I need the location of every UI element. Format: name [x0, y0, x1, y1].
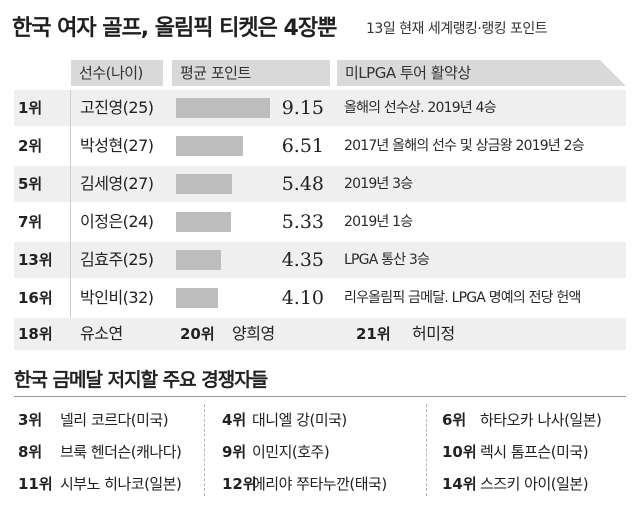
points-bar [176, 250, 221, 270]
row-shade [14, 90, 626, 126]
header-corner-cut [600, 60, 626, 86]
points-bar [176, 98, 270, 118]
column-divider-2 [426, 404, 427, 496]
title-bar: 한국 여자 골프, 올림픽 티켓은 4장뿐 13일 현재 세계랭킹·랭킹 포인트 [0, 0, 640, 56]
competitor-name: 에리야 쭈타누깐(태국) [252, 475, 387, 493]
header-name-label: 선수(나이) [79, 64, 143, 82]
competitor-name: 브룩 헨더슨(캐나다) [60, 443, 182, 461]
competitor-rank: 10위 [442, 443, 477, 461]
competitors-divider [14, 396, 626, 397]
competitor-name: 하타오카 나사(일본) [480, 411, 602, 429]
player-record: 올해의 선수상. 2019년 4승 [344, 100, 497, 116]
player-name: 이정은(24) [80, 212, 154, 231]
points-value: 6.51 [281, 135, 324, 157]
points-value: 4.35 [281, 249, 324, 271]
competitor-rank: 8위 [18, 443, 43, 461]
player-record: 2017년 올해의 선수 및 상금왕 2019년 2승 [344, 138, 585, 154]
extra-rank-1: 18위 [18, 325, 53, 343]
points-value: 9.15 [281, 97, 324, 119]
extra-name-2: 양희영 [232, 324, 275, 343]
competitor-rank: 14위 [442, 475, 477, 493]
player-record: 리우올림픽 금메달. LPGA 명예의 전당 헌액 [344, 290, 581, 306]
competitor-rank: 4위 [222, 411, 247, 429]
competitor-rank: 12위 [222, 475, 257, 493]
header-name: 선수(나이) [71, 60, 163, 86]
extra-rank-2: 20위 [180, 325, 215, 343]
extra-ranking-row [14, 318, 626, 350]
player-rank: 16위 [18, 289, 53, 307]
column-divider-1 [204, 404, 205, 496]
competitor-rank: 9위 [222, 443, 247, 461]
competitor-name: 렉시 톰프슨(미국) [480, 443, 589, 461]
player-record: 2019년 1승 [344, 214, 413, 230]
chart-title: 한국 여자 골프, 올림픽 티켓은 4장뿐 [12, 16, 337, 41]
competitor-rank: 6위 [442, 411, 467, 429]
header-record: 미LPGA 투어 활약상 [337, 60, 625, 86]
header-points: 평균 포인트 [172, 60, 330, 86]
points-value: 5.48 [281, 173, 324, 195]
extra-name-1: 유소연 [80, 324, 123, 343]
competitor-name: 대니엘 강(미국) [252, 411, 347, 429]
chart-subtitle: 13일 현재 세계랭킹·랭킹 포인트 [366, 21, 548, 37]
player-name: 김세영(27) [80, 174, 154, 193]
points-value: 5.33 [281, 211, 324, 233]
player-record: LPGA 통산 3승 [344, 252, 430, 268]
header-record-label: 미LPGA 투어 활약상 [345, 64, 471, 82]
competitors-title: 한국 금메달 저지할 주요 경쟁자들 [14, 369, 268, 391]
player-name: 김효주(25) [80, 250, 154, 269]
competitor-name: 넬리 코르다(미국) [60, 411, 169, 429]
competitor-rank: 3위 [18, 411, 43, 429]
competitor-name: 이민지(호주) [252, 443, 330, 461]
competitor-rank: 11위 [18, 475, 53, 493]
player-rank: 1위 [18, 99, 43, 117]
player-name: 박성현(27) [80, 136, 154, 155]
competitor-name: 시부노 히나코(일본) [60, 475, 182, 493]
player-rank: 5위 [18, 175, 43, 193]
row-shade [14, 166, 626, 202]
row-shade [14, 242, 626, 278]
points-bar [176, 136, 243, 156]
rank-column-divider [70, 90, 71, 318]
points-bar [176, 288, 218, 308]
competitor-name: 스즈키 아이(일본) [480, 475, 589, 493]
player-rank: 7위 [18, 213, 43, 231]
player-name: 고진영(25) [80, 98, 154, 117]
points-bar [176, 212, 231, 232]
points-value: 4.10 [281, 287, 324, 309]
player-rank: 2위 [18, 137, 43, 155]
header-points-label: 평균 포인트 [180, 64, 251, 82]
player-rank: 13위 [18, 251, 53, 269]
extra-rank-3: 21위 [356, 325, 391, 343]
extra-name-3: 허미정 [412, 324, 455, 343]
points-bar [176, 174, 232, 194]
player-record: 2019년 3승 [344, 176, 413, 192]
player-name: 박인비(32) [80, 288, 154, 307]
